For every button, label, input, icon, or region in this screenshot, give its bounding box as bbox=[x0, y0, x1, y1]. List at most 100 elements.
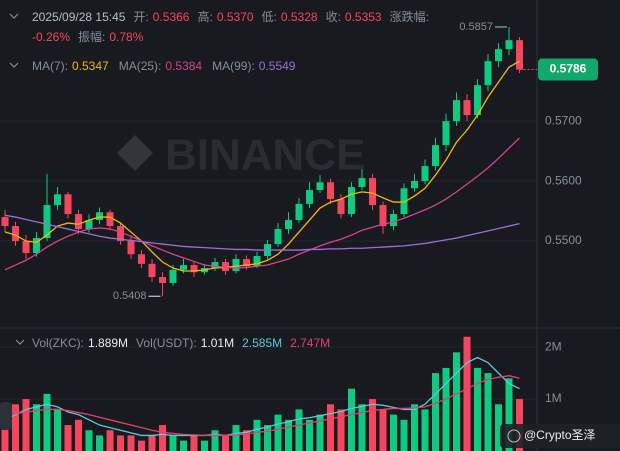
volume-bar bbox=[295, 409, 303, 451]
info-text: 低: bbox=[262, 10, 277, 24]
volume-bar bbox=[495, 404, 502, 451]
candle-body bbox=[306, 190, 313, 204]
candle-body bbox=[411, 181, 418, 189]
scroll-handle bbox=[0, 402, 12, 430]
overlay: 2025/09/28 15:45 开: 0.5366 高: 0.5370 低: 0.5328… bbox=[0, 9, 620, 448]
volume-bar bbox=[54, 409, 61, 451]
candle-body bbox=[85, 220, 93, 230]
info-text: 2025/09/28 15:45 bbox=[32, 10, 126, 24]
candle-body bbox=[12, 226, 19, 242]
ma-line bbox=[4, 137, 520, 271]
volume-bar bbox=[348, 388, 355, 451]
volume-bar bbox=[369, 399, 376, 451]
volume-bar bbox=[453, 352, 460, 451]
candle-body bbox=[232, 259, 240, 272]
volume-bar bbox=[211, 430, 219, 451]
volume-bar bbox=[159, 425, 166, 451]
candle-body bbox=[64, 194, 72, 215]
candle-body bbox=[253, 256, 261, 267]
info-text: 1.889M bbox=[88, 336, 128, 350]
candle-body bbox=[421, 166, 429, 182]
volume-bar bbox=[117, 435, 124, 451]
info-text: 高: bbox=[197, 9, 212, 24]
watermark-logo bbox=[117, 135, 153, 171]
volume-bar bbox=[180, 440, 187, 451]
watermark: BINANCE bbox=[165, 131, 365, 180]
volume-bar bbox=[12, 404, 19, 451]
y-tick-label: 0.5700 bbox=[545, 113, 582, 127]
candle-body bbox=[43, 205, 51, 239]
info-text: -0.26% bbox=[32, 30, 70, 44]
volume-bar bbox=[442, 367, 450, 451]
candle-body bbox=[190, 265, 198, 273]
volume-bar bbox=[85, 430, 93, 451]
candle-body bbox=[169, 269, 177, 284]
volume-bar bbox=[232, 425, 240, 451]
credit-badge bbox=[500, 424, 620, 448]
volume-bar bbox=[96, 435, 103, 451]
candle-body bbox=[337, 199, 345, 215]
info-text: MA(25): bbox=[119, 59, 162, 73]
volume-bar bbox=[337, 409, 345, 451]
volume-bar bbox=[75, 419, 82, 451]
y-tick-label: 0.5500 bbox=[545, 233, 582, 247]
candle-body bbox=[22, 241, 30, 254]
candle-body bbox=[96, 212, 103, 221]
volume-ma-line bbox=[4, 375, 520, 437]
candle-body bbox=[358, 178, 366, 188]
volume-bar bbox=[243, 430, 250, 451]
info-text: 1.01M bbox=[201, 336, 234, 350]
info-text: 0.5328 bbox=[281, 10, 318, 24]
candle-body bbox=[295, 203, 303, 221]
volume-bar bbox=[400, 419, 408, 451]
volume-bar bbox=[33, 404, 40, 451]
candle-body bbox=[274, 229, 282, 245]
volume-bar bbox=[432, 373, 439, 451]
volume-bar bbox=[274, 414, 282, 451]
volume-bar bbox=[148, 435, 156, 451]
ma-line bbox=[4, 214, 520, 251]
info-text: 0.5347 bbox=[72, 59, 109, 73]
volume-bar bbox=[474, 367, 481, 451]
volume-bar bbox=[253, 419, 261, 451]
candle-body bbox=[369, 178, 376, 206]
y-tick-label: 1M bbox=[545, 391, 562, 405]
credit-text: @Crypto圣泽 bbox=[524, 428, 596, 442]
candle-body bbox=[148, 263, 156, 278]
candle-body bbox=[474, 85, 481, 116]
volume-bar bbox=[421, 409, 429, 451]
volume-bar bbox=[169, 435, 177, 451]
collapse-icon[interactable] bbox=[9, 13, 19, 19]
volume-bar bbox=[358, 404, 366, 451]
candle-body bbox=[400, 188, 408, 215]
candle-body bbox=[390, 214, 397, 227]
last-price-label: 0.5786 bbox=[550, 62, 587, 76]
info-text: 涨跌幅: bbox=[390, 9, 429, 24]
volume-bar bbox=[379, 409, 387, 451]
volume-bar bbox=[43, 393, 51, 451]
info-text: 0.5549 bbox=[259, 59, 296, 73]
info-text: 2.747M bbox=[290, 336, 330, 350]
candle-body bbox=[243, 259, 250, 267]
volume-bar bbox=[264, 425, 271, 451]
candle-body bbox=[348, 187, 355, 215]
credit-icon bbox=[507, 429, 521, 443]
info-text: Vol(USDT): bbox=[136, 336, 197, 350]
collapse-icon[interactable] bbox=[15, 339, 25, 345]
candle-body bbox=[75, 214, 82, 230]
candle-body bbox=[33, 238, 40, 254]
last-price-box bbox=[538, 58, 598, 81]
volume-bar bbox=[64, 425, 72, 451]
volume-bar bbox=[138, 440, 145, 451]
volume-bar bbox=[463, 336, 471, 451]
high-label: 0.5857 bbox=[459, 21, 493, 33]
candle-body bbox=[442, 121, 450, 146]
collapse-icon[interactable] bbox=[9, 62, 19, 68]
info-text: 开: bbox=[133, 10, 148, 24]
volume-bar bbox=[106, 430, 114, 451]
candle-body bbox=[516, 40, 523, 70]
volume-bar bbox=[316, 414, 324, 451]
candle-body bbox=[453, 100, 460, 122]
plot: 0.5700 0.5600 0.5500 2M 1M 0.5857 0.5408 bbox=[0, 21, 582, 451]
